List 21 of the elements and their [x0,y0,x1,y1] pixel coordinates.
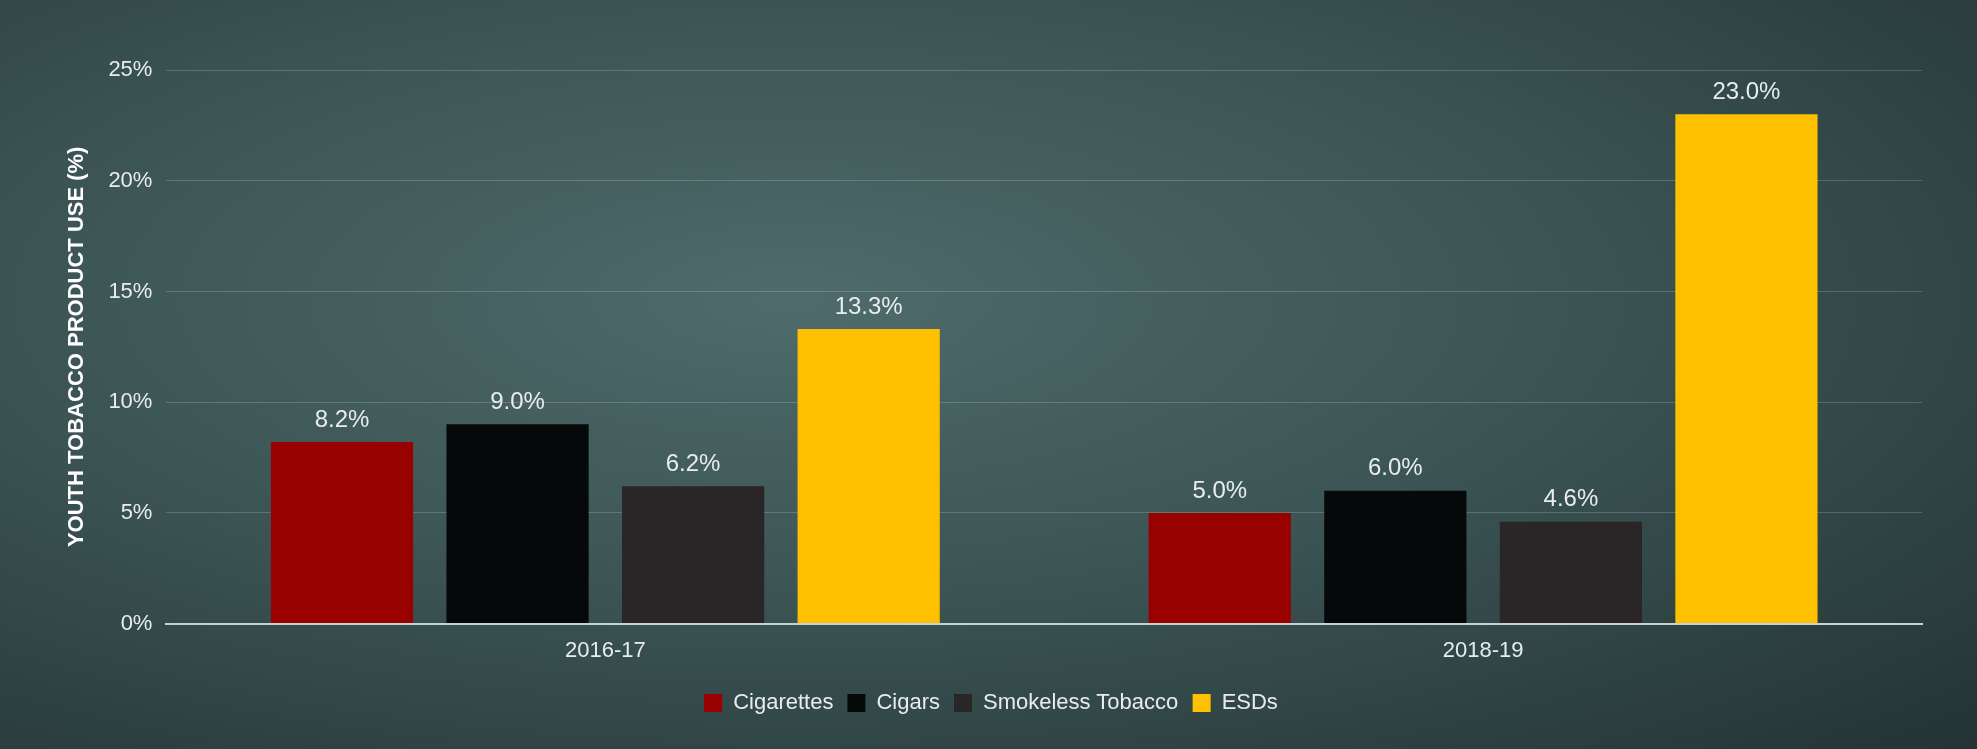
data-label: 6.0% [1367,453,1423,481]
legend-label: ESDs [1221,689,1278,715]
y-tick-label: 0% [120,609,153,635]
y-tick-label: 5% [120,498,153,524]
y-tick-label: 20% [108,166,153,192]
data-label: 4.6% [1543,484,1599,512]
y-tick-label: 15% [108,277,153,303]
legend-label: Cigarettes [733,689,834,715]
y-tick-label: 25% [108,56,153,82]
data-label: 6.2% [665,448,721,476]
data-label: 8.2% [314,404,370,432]
y-axis-title: YOUTH TOBACCO PRODUCT USE (%) [63,146,89,548]
legend-label: Smokeless Tobacco [982,689,1179,715]
y-tick-label: 10% [108,388,153,414]
x-tick-label: 2018-19 [1442,636,1524,662]
data-label: 9.0% [490,386,545,414]
data-label: 13.3% [834,291,903,319]
x-tick-label: 2016-17 [564,636,646,662]
data-label: 23.0% [1712,76,1781,104]
data-label: 5.0% [1192,475,1248,503]
legend-label: Cigars [876,689,940,715]
